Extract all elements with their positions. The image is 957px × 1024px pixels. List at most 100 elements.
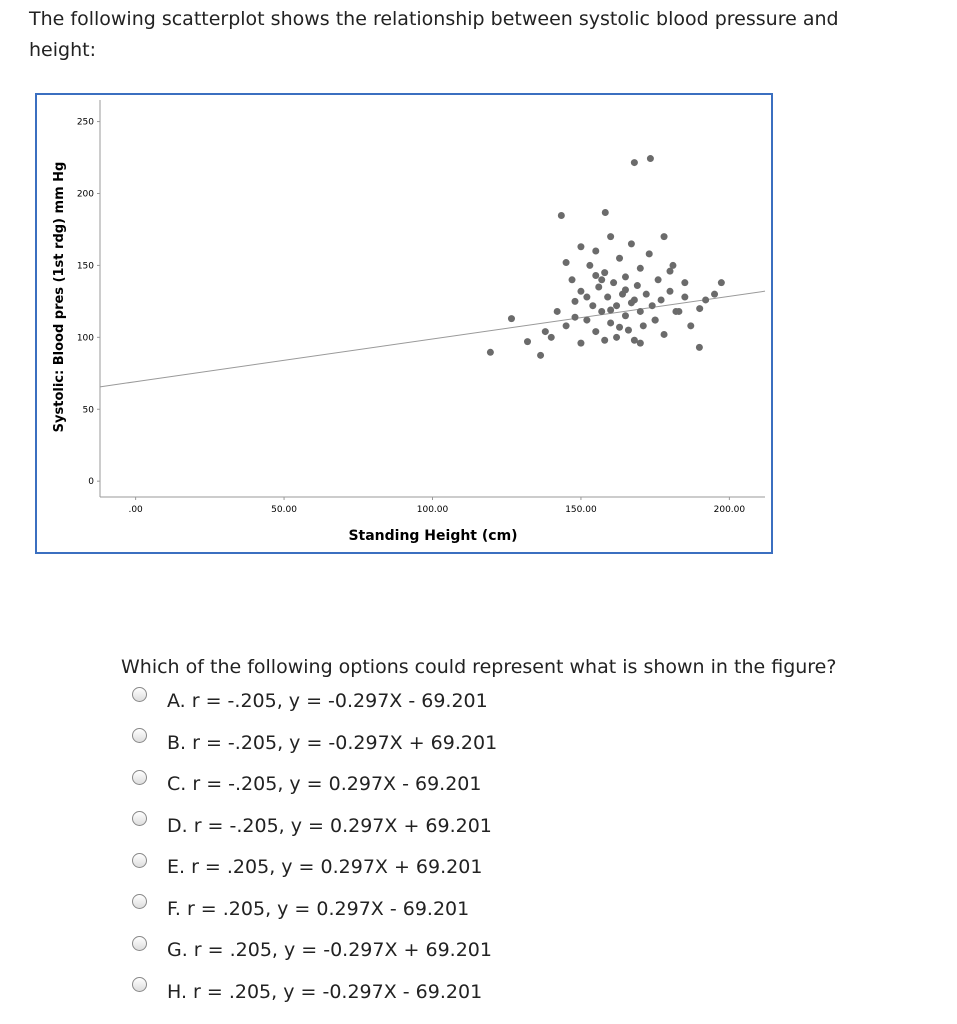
point [645,250,653,258]
point [648,302,656,310]
y-tick-label: 100 [77,333,94,343]
point [568,276,576,284]
point [695,343,703,351]
point [592,328,600,336]
point [613,302,621,310]
point [541,328,549,336]
y-axis-label: Systolic: Blood pres (1st rdg) mm Hg [52,162,67,433]
x-axis-label: Standing Height (cm) [348,528,517,544]
point [562,322,570,330]
point [586,261,594,269]
point [616,323,624,331]
point [571,313,579,321]
point [547,333,555,341]
chart-frame [35,93,773,554]
point [666,267,674,275]
radio-button[interactable] [132,769,147,785]
option: B. r = -.205, y = -0.297X + 69.201 [132,728,497,754]
radio-button[interactable] [132,728,147,743]
point [624,326,632,334]
point [601,208,609,216]
option: D. r = -.205, y = 0.297X + 69.201 [132,811,492,837]
point [717,279,725,287]
y-tick-label: 200 [77,189,94,199]
point [636,307,644,315]
radio-button[interactable] [132,686,147,702]
point [646,155,654,163]
point [630,336,638,344]
point [592,271,600,279]
option-text: E. r = .205, y = 0.297X + 69.201 [167,856,483,878]
point [571,297,579,305]
point [577,243,585,251]
point [607,319,615,327]
point [639,322,647,330]
y-tick-label: 150 [77,261,94,271]
point [630,159,638,167]
point [696,305,704,313]
point [562,259,570,267]
point [537,351,545,359]
point [583,293,591,301]
point [557,212,565,220]
option-text: C. r = -.205, y = 0.297X - 69.201 [167,773,482,795]
x-tick-label: 200.00 [714,505,746,515]
point [672,307,680,315]
point [616,254,624,262]
point [633,282,641,290]
point [702,296,710,304]
point [607,233,615,241]
point [651,316,659,324]
point [711,290,719,298]
point [553,307,561,315]
radio-button[interactable] [132,811,147,826]
point [583,316,591,324]
point [589,302,597,310]
point [657,296,665,304]
x-tick-label: 50.00 [271,505,297,515]
point [621,273,629,281]
prompt: The following scatterplot shows the rela… [29,8,839,61]
option: G. r = .205, y = -0.297X + 69.201 [132,935,492,961]
point [627,299,635,307]
radio-button[interactable] [132,935,147,951]
x-tick-label: 100.00 [417,505,449,515]
point [642,290,650,298]
point [660,233,668,241]
point [666,287,674,295]
point [577,339,585,347]
x-tick-label: .00 [128,505,143,515]
point [595,283,603,291]
point [654,276,662,284]
point [681,279,689,287]
point [610,279,618,287]
option-text: G. r = .205, y = -0.297X + 69.201 [167,939,492,961]
option-text: F. r = .205, y = 0.297X - 69.201 [167,897,470,920]
point [669,261,677,269]
radio-button[interactable] [132,894,147,909]
x-tick-label: 150.00 [565,505,597,515]
question: Which of the following options could rep… [121,656,837,678]
point [607,306,615,314]
radio-button[interactable] [132,852,147,868]
point [598,307,606,315]
radio-button[interactable] [132,977,147,992]
point [636,264,644,272]
option: A. r = -.205, y = -0.297X - 69.201 [132,686,488,712]
point [636,339,644,347]
point [577,287,585,295]
y-tick-label: 250 [77,118,94,128]
option: E. r = .205, y = 0.297X + 69.201 [132,852,483,878]
point [598,276,606,284]
chart: Standing Height (cm) Systolic: Blood pre… [35,93,773,554]
point [687,322,695,330]
point [604,293,612,301]
option: H. r = .205, y = -0.297X - 69.201 [132,977,482,1003]
point [681,293,689,301]
y-tick-label: 0 [88,477,94,487]
point [592,247,600,255]
point [660,330,668,338]
point [507,315,515,323]
